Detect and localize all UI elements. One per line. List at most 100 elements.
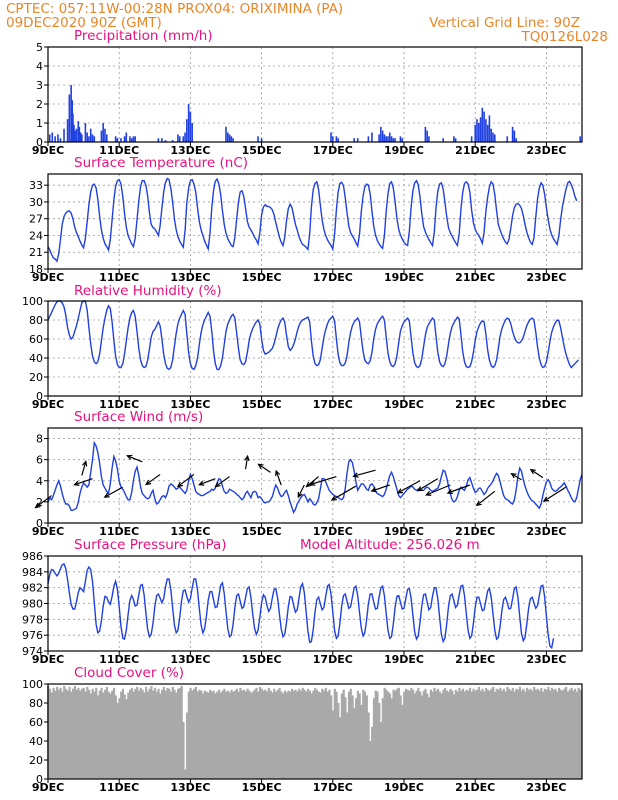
- wind-arrow-head: [542, 496, 550, 502]
- cloud-bar: [123, 694, 126, 779]
- cloud-bar: [287, 690, 290, 779]
- cloud-bar: [413, 693, 416, 779]
- precip-title: Precipitation (mm/h): [74, 28, 213, 44]
- cloud-bar: [442, 689, 445, 779]
- x-tick-label: 17DEC: [313, 653, 353, 666]
- precip-bar: [513, 130, 516, 142]
- wind-arrow: [177, 473, 195, 487]
- wind-arrow: [35, 495, 52, 509]
- panel-precip: 0 1 2 3 4 5 9DEC 11DEC 13DEC 15DEC 17DEC 19DEC 21DEC…: [32, 28, 583, 157]
- cloud-bar: [278, 687, 281, 779]
- cloud-bar: [534, 689, 538, 779]
- wind-arrow-head: [352, 472, 359, 478]
- cloud-bar: [258, 686, 262, 779]
- cloud-bar: [415, 690, 418, 779]
- cloud-bar: [547, 686, 550, 779]
- cloud-bar: [517, 689, 520, 779]
- precip-bar: [102, 123, 104, 142]
- cloud-bar: [563, 688, 566, 779]
- x-tick-label: 13DEC: [170, 144, 210, 157]
- cloud-bar: [495, 688, 498, 779]
- cloud-bar: [168, 688, 171, 779]
- cloud-bar: [426, 693, 429, 779]
- cloud-bar: [214, 693, 217, 779]
- y-tick-label: 18: [29, 263, 43, 276]
- cloud-bar: [531, 690, 534, 779]
- wind-arrow-head: [275, 469, 281, 477]
- cloud-bar: [527, 689, 530, 779]
- y-tick-label: 80: [29, 314, 43, 327]
- cloud-bar: [559, 689, 562, 779]
- cloud-bar: [497, 689, 500, 779]
- precip-bar: [387, 136, 389, 142]
- precip-bar: [367, 136, 370, 142]
- cloud-bar: [349, 688, 352, 779]
- cloud-bar: [175, 692, 178, 779]
- cloud-bar: [330, 695, 333, 779]
- cloud-bar: [61, 691, 64, 779]
- cloud-bar: [552, 689, 555, 779]
- header-model-id: TQ0126L028: [520, 29, 608, 45]
- cloud-bar: [579, 689, 582, 779]
- x-tick-label: 21DEC: [455, 653, 495, 666]
- cloud-bar: [515, 688, 518, 779]
- precip-bar: [225, 126, 227, 142]
- y-tick-label: 4: [36, 475, 43, 488]
- precip-bar: [492, 132, 494, 142]
- cloud-bar: [82, 687, 85, 779]
- y-tick-label: 976: [22, 629, 43, 642]
- precip-bar: [426, 130, 428, 142]
- y-tick-label: 0: [36, 390, 43, 403]
- y-tick-label: 24: [29, 229, 43, 242]
- y-tick-label: 4: [36, 60, 43, 73]
- cloud-bar: [182, 722, 185, 779]
- cloud-bar: [228, 692, 231, 779]
- cloud-bar: [169, 691, 173, 779]
- cloud-bar: [315, 689, 319, 779]
- precip-bar: [164, 140, 167, 142]
- cloud-bar: [143, 692, 146, 779]
- cloud-bar: [331, 710, 335, 779]
- wind-arrow-head: [305, 481, 312, 488]
- cloud-bar: [271, 692, 274, 779]
- precip-bar: [70, 85, 72, 142]
- y-tick-label: 100: [22, 678, 43, 691]
- cloud-bar: [137, 690, 141, 779]
- precip-bar: [134, 136, 137, 142]
- precip-bar: [470, 136, 473, 142]
- cloud-bar: [193, 688, 196, 779]
- cloud-bar: [447, 691, 450, 779]
- x-tick-label: 9DEC: [32, 653, 64, 666]
- x-tick-label: 17DEC: [313, 781, 353, 794]
- precip-bar: [399, 136, 402, 142]
- precip-bar: [79, 132, 82, 142]
- wind-arrow: [426, 484, 451, 496]
- cloud-bar: [251, 691, 254, 779]
- cloud-bar: [504, 691, 507, 779]
- wind-arrow-head: [176, 481, 183, 488]
- cloud-bar: [64, 688, 68, 779]
- x-tick-label: 15DEC: [242, 525, 282, 538]
- cloud-bar: [541, 691, 545, 779]
- cloud-bar: [194, 686, 198, 779]
- cloud-bar: [301, 687, 304, 779]
- precip-bar: [177, 134, 179, 142]
- precip-bar: [477, 123, 480, 142]
- cloud-bar: [428, 697, 431, 779]
- cloud-bar: [340, 693, 343, 779]
- cloud-bar: [381, 698, 384, 779]
- cloud-bar: [146, 691, 149, 779]
- precip-bar: [428, 136, 430, 142]
- rh-title: Relative Humidity (%): [74, 283, 222, 299]
- cloud-bar: [509, 690, 513, 779]
- cloud-bar: [502, 688, 505, 779]
- cloud-bar: [70, 691, 73, 779]
- cloud-bar: [410, 687, 413, 779]
- cloud-bar: [501, 690, 504, 779]
- wind-arrow: [145, 473, 161, 485]
- cloud-bar: [451, 690, 454, 779]
- cloud-bar: [114, 695, 117, 779]
- cloud-bar: [205, 691, 208, 779]
- x-tick-label: 11DEC: [99, 525, 139, 538]
- wind-arrow: [353, 469, 376, 477]
